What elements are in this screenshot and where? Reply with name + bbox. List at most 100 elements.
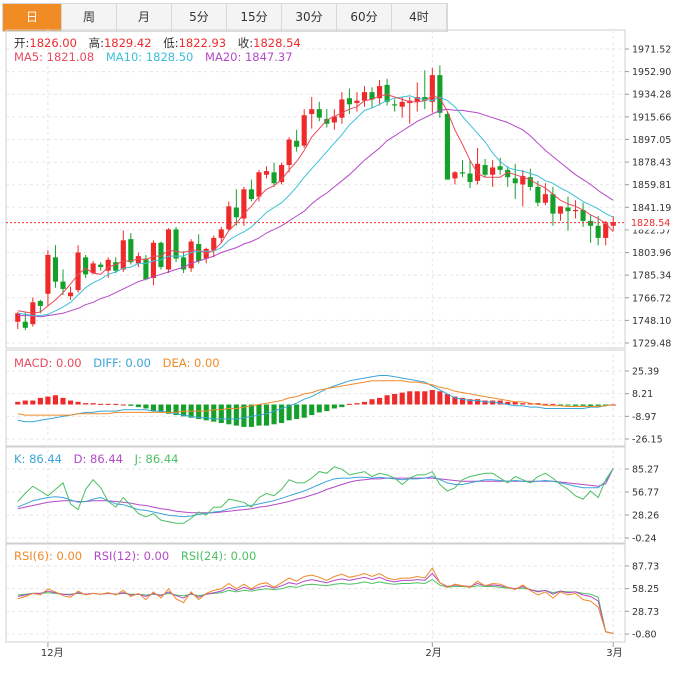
- price-panel-frame: [5, 29, 626, 349]
- candle-body: [467, 173, 473, 183]
- tab-0[interactable]: 日: [3, 4, 62, 31]
- candle-body: [241, 189, 247, 219]
- low-label: 低:: [163, 36, 179, 50]
- macd-bar: [520, 403, 526, 405]
- candle-body: [459, 172, 466, 174]
- candle-body: [497, 166, 503, 170]
- ma10-line: [17, 95, 614, 317]
- macd-bar: [557, 404, 564, 406]
- kdj-panel-frame: [5, 446, 626, 544]
- tab-6[interactable]: 60分: [337, 4, 392, 31]
- macd-bar: [407, 391, 413, 405]
- last-price-tag-bg: [627, 215, 671, 230]
- candle-body: [580, 209, 586, 221]
- macd-bar: [22, 400, 28, 405]
- candle-body: [520, 175, 526, 185]
- macd-bar: [165, 404, 172, 414]
- price-y-tick-label: 1841.19: [632, 203, 671, 214]
- candle-body: [211, 237, 217, 251]
- macd-bar: [339, 404, 345, 408]
- macd-bar: [414, 391, 420, 405]
- candle-body: [399, 101, 405, 107]
- candle-body: [52, 257, 59, 282]
- candle-body: [263, 171, 270, 175]
- x-tick-label: 3月: [606, 647, 622, 659]
- candle-body: [339, 99, 345, 118]
- candle-body: [527, 177, 533, 187]
- price-y-tick-label: 1822.57: [632, 225, 671, 236]
- macd-legend-macd: MACD: 0.00: [14, 356, 82, 370]
- tab-1[interactable]: 周: [62, 4, 117, 31]
- candle-body: [158, 242, 164, 268]
- macd-bar: [15, 401, 21, 405]
- macd-bar: [105, 403, 111, 405]
- close-value: 1828.54: [253, 36, 301, 50]
- price-y-tick-label: 1971.52: [632, 45, 671, 56]
- candle-body: [610, 222, 616, 226]
- kdj-k-line: [17, 468, 614, 518]
- macd-bar: [535, 403, 541, 405]
- macd-bar: [595, 404, 601, 406]
- ohlc-legend: 开:1826.00 高:1829.42 低:1822.93 收:1828.54: [14, 35, 309, 51]
- candle-body: [294, 140, 300, 147]
- tab-2[interactable]: 月: [117, 4, 172, 31]
- candle-body: [256, 172, 262, 197]
- ma20-line: [17, 108, 614, 318]
- candle-body: [595, 225, 601, 238]
- macd-bar: [399, 392, 405, 405]
- candle-body: [120, 240, 126, 270]
- open-label: 开:: [14, 36, 30, 50]
- candle-body: [512, 178, 518, 184]
- kdj-d-line: [17, 468, 614, 514]
- tab-4[interactable]: 15分: [227, 4, 282, 31]
- macd-bar: [354, 403, 360, 405]
- rsi-legend-6: RSI(6): 0.00: [14, 549, 83, 563]
- candle-body: [105, 259, 111, 271]
- period-tabs: 日周月 5分 15分 30分 60分 4时: [2, 3, 448, 32]
- candle-body: [128, 239, 134, 263]
- candle-body: [354, 100, 360, 104]
- macd-bar: [497, 400, 503, 405]
- x-tick-label: 2月: [425, 647, 441, 659]
- macd-y-tick-label: -26.15: [632, 435, 663, 446]
- macd-bar: [377, 397, 383, 405]
- macd-bar: [143, 404, 149, 409]
- price-y-tick-label: 1859.81: [632, 180, 671, 191]
- candle-body: [369, 92, 375, 100]
- macd-bar: [158, 404, 164, 413]
- candle-body: [188, 241, 194, 269]
- macd-bar: [437, 391, 443, 405]
- open-value: 1826.00: [29, 36, 77, 50]
- ma5-legend: MA5: 1821.08: [14, 50, 95, 64]
- candle-body: [444, 114, 450, 180]
- macd-bar: [98, 403, 104, 405]
- macd-bar: [369, 399, 375, 405]
- rsi-y-tick-label: 58.25: [632, 584, 659, 595]
- macd-bar: [301, 404, 307, 418]
- kdj-y-tick-label: 56.77: [632, 487, 659, 498]
- candle-body: [361, 92, 368, 101]
- tab-5[interactable]: 30分: [282, 4, 337, 31]
- macd-bar: [316, 404, 322, 413]
- candle-body: [550, 194, 556, 214]
- macd-bar: [482, 400, 488, 405]
- candle-body: [45, 254, 51, 294]
- candle-body: [542, 194, 548, 203]
- macd-bar: [181, 404, 187, 417]
- macd-bar: [490, 400, 496, 405]
- price-y-tick-label: 1878.43: [632, 158, 671, 169]
- macd-bar: [361, 401, 368, 405]
- candle-body: [90, 263, 96, 274]
- candle-body: [316, 109, 322, 118]
- macd-legend-diff: DIFF: 0.00: [93, 356, 151, 370]
- macd-bar: [286, 404, 292, 421]
- macd-bar: [135, 404, 141, 408]
- candle-body: [22, 321, 28, 328]
- macd-y-tick-label: 25.39: [632, 367, 659, 378]
- candle-body: [150, 242, 157, 278]
- tab-7[interactable]: 4时: [392, 4, 447, 31]
- candle-body: [392, 104, 398, 106]
- macd-bar: [52, 395, 59, 405]
- macd-bar: [37, 397, 43, 405]
- tab-3[interactable]: 5分: [172, 4, 227, 31]
